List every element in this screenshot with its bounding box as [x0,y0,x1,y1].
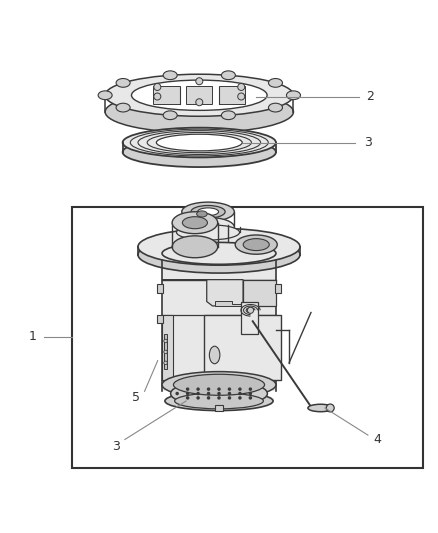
Bar [215,405,223,410]
Circle shape [238,387,242,391]
Ellipse shape [123,138,276,167]
Circle shape [207,392,210,395]
Ellipse shape [197,211,207,217]
Ellipse shape [221,111,235,119]
Text: 3: 3 [112,440,120,453]
Bar [241,302,258,334]
Bar [153,86,180,104]
Text: 5: 5 [132,391,140,405]
Ellipse shape [308,404,333,411]
Circle shape [238,84,245,91]
Circle shape [228,396,231,400]
Circle shape [238,396,242,400]
Circle shape [238,93,245,100]
Circle shape [249,387,252,391]
Ellipse shape [191,206,225,218]
Circle shape [186,387,189,391]
Circle shape [217,396,221,400]
Ellipse shape [182,202,234,221]
Ellipse shape [286,91,300,100]
Polygon shape [243,280,276,306]
Ellipse shape [209,346,220,364]
Ellipse shape [172,236,218,258]
Ellipse shape [162,243,276,264]
Ellipse shape [156,134,242,151]
Ellipse shape [123,128,276,157]
Text: 2: 2 [366,91,374,103]
Ellipse shape [116,78,130,87]
Circle shape [228,387,231,391]
Bar [164,334,167,369]
Ellipse shape [163,71,177,79]
Bar [198,225,205,231]
Ellipse shape [170,381,267,407]
Circle shape [154,84,161,91]
Text: 4: 4 [374,433,381,446]
Circle shape [196,392,200,395]
Circle shape [196,78,203,85]
Ellipse shape [221,71,235,79]
Bar [157,314,163,324]
Ellipse shape [175,393,263,409]
Circle shape [154,93,161,100]
Text: 1: 1 [29,330,37,343]
Bar [204,314,281,381]
Circle shape [249,396,252,400]
Ellipse shape [172,212,218,233]
Polygon shape [162,280,243,306]
Ellipse shape [198,208,219,216]
Ellipse shape [165,391,273,410]
Bar [162,314,173,381]
Circle shape [175,392,179,395]
Circle shape [186,396,189,400]
Circle shape [164,361,167,365]
Ellipse shape [182,217,234,237]
Circle shape [217,387,221,391]
Ellipse shape [105,74,293,116]
Circle shape [249,392,252,395]
Polygon shape [215,301,243,306]
Circle shape [326,404,334,412]
Ellipse shape [268,103,283,112]
Ellipse shape [98,91,112,100]
Circle shape [217,392,221,395]
Ellipse shape [138,236,300,273]
Text: 3: 3 [364,136,372,149]
Ellipse shape [138,229,300,265]
Ellipse shape [177,224,240,240]
Bar [157,284,163,293]
Circle shape [207,387,210,391]
Ellipse shape [162,372,276,398]
Ellipse shape [173,374,265,395]
Circle shape [196,396,200,400]
Circle shape [196,99,203,106]
Ellipse shape [182,217,208,229]
Circle shape [164,339,167,343]
Bar [162,253,276,391]
Circle shape [196,387,200,391]
Ellipse shape [105,91,293,133]
Bar [186,86,212,104]
Circle shape [207,396,210,400]
Ellipse shape [163,111,177,119]
Circle shape [247,307,254,313]
Circle shape [238,392,242,395]
Ellipse shape [243,239,269,251]
Ellipse shape [131,80,267,110]
Circle shape [186,392,189,395]
Ellipse shape [235,235,277,254]
Ellipse shape [116,103,130,112]
Circle shape [228,392,231,395]
Circle shape [164,350,167,354]
Bar [275,284,281,293]
Bar [72,207,423,468]
Ellipse shape [268,78,283,87]
Bar [219,86,245,104]
